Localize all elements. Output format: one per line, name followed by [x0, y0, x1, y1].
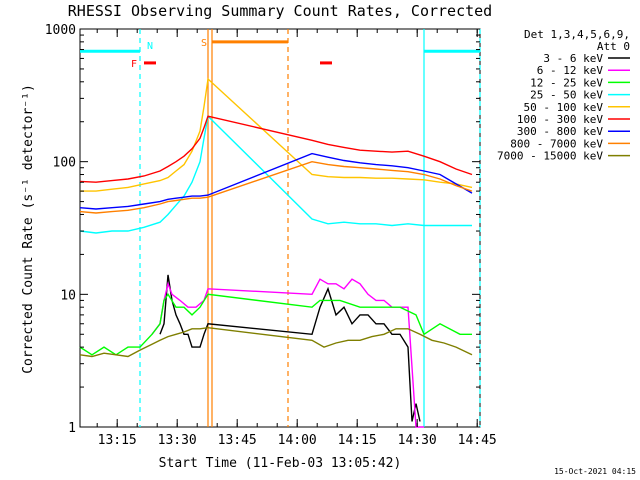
legend-label-3: 25 - 50 keV: [530, 89, 603, 102]
legend-label-6: 300 - 800 keV: [517, 125, 603, 138]
legend-header-1: Att 0: [597, 40, 630, 53]
x-tick-label-5: 14:30: [398, 433, 437, 448]
legend-label-0: 3 - 6 keV: [543, 52, 603, 65]
y-tick-label-3: 1000: [45, 23, 76, 38]
axes-ticks: 1 10 100 1000 13:15 13:30 13:45 14:00 14:15 14:30…: [45, 23, 497, 448]
x-tick-label-0: 13:15: [98, 433, 137, 448]
y-tick-label-1: 10: [60, 288, 76, 303]
flag-label-2: F: [131, 59, 137, 70]
series-line-5: [79, 115, 473, 183]
x-tick-label-3: 14:00: [278, 433, 317, 448]
legend-label-7: 800 - 7000 keV: [510, 137, 603, 150]
series-line-0: [159, 274, 421, 422]
series-line-8: [79, 326, 473, 358]
y-axis-label: Corrected Count Rate (s⁻¹ detector⁻¹): [21, 84, 36, 374]
flag-label-0: N: [147, 41, 153, 52]
legend-label-1: 6 - 12 keV: [537, 64, 604, 77]
series-lines: [79, 77, 473, 428]
timestamp: 15-Oct-2021 04:15: [554, 467, 636, 476]
flag-bars: NF S: [80, 38, 480, 70]
series-line-7: [79, 160, 473, 214]
y-tick-label-0: 1: [68, 421, 76, 436]
legend-label-4: 50 - 100 keV: [524, 101, 604, 114]
legend-label-2: 12 - 25 keV: [530, 76, 603, 89]
legend-header-0: Det 1,3,4,5,6,9,: [524, 28, 630, 41]
x-axis-label: Start Time (11-Feb-03 13:05:42): [159, 456, 402, 471]
chart-title: RHESSI Observing Summary Count Rates, Co…: [68, 2, 492, 20]
series-line-3: [79, 114, 472, 234]
y-tick-label-2: 100: [53, 156, 76, 171]
x-tick-label-1: 13:30: [158, 433, 197, 448]
legend-label-8: 7000 - 15000 keV: [497, 150, 603, 163]
x-tick-label-6: 14:45: [458, 433, 497, 448]
series-line-4: [80, 77, 473, 192]
x-tick-label-2: 13:45: [218, 433, 257, 448]
legend-label-5: 100 - 300 keV: [517, 113, 603, 126]
series-line-6: [79, 152, 473, 210]
vertical-markers: [139, 29, 481, 427]
flag-label-4: S: [201, 38, 207, 49]
series-line-2: [79, 292, 472, 356]
x-tick-label-4: 14:15: [338, 433, 377, 448]
